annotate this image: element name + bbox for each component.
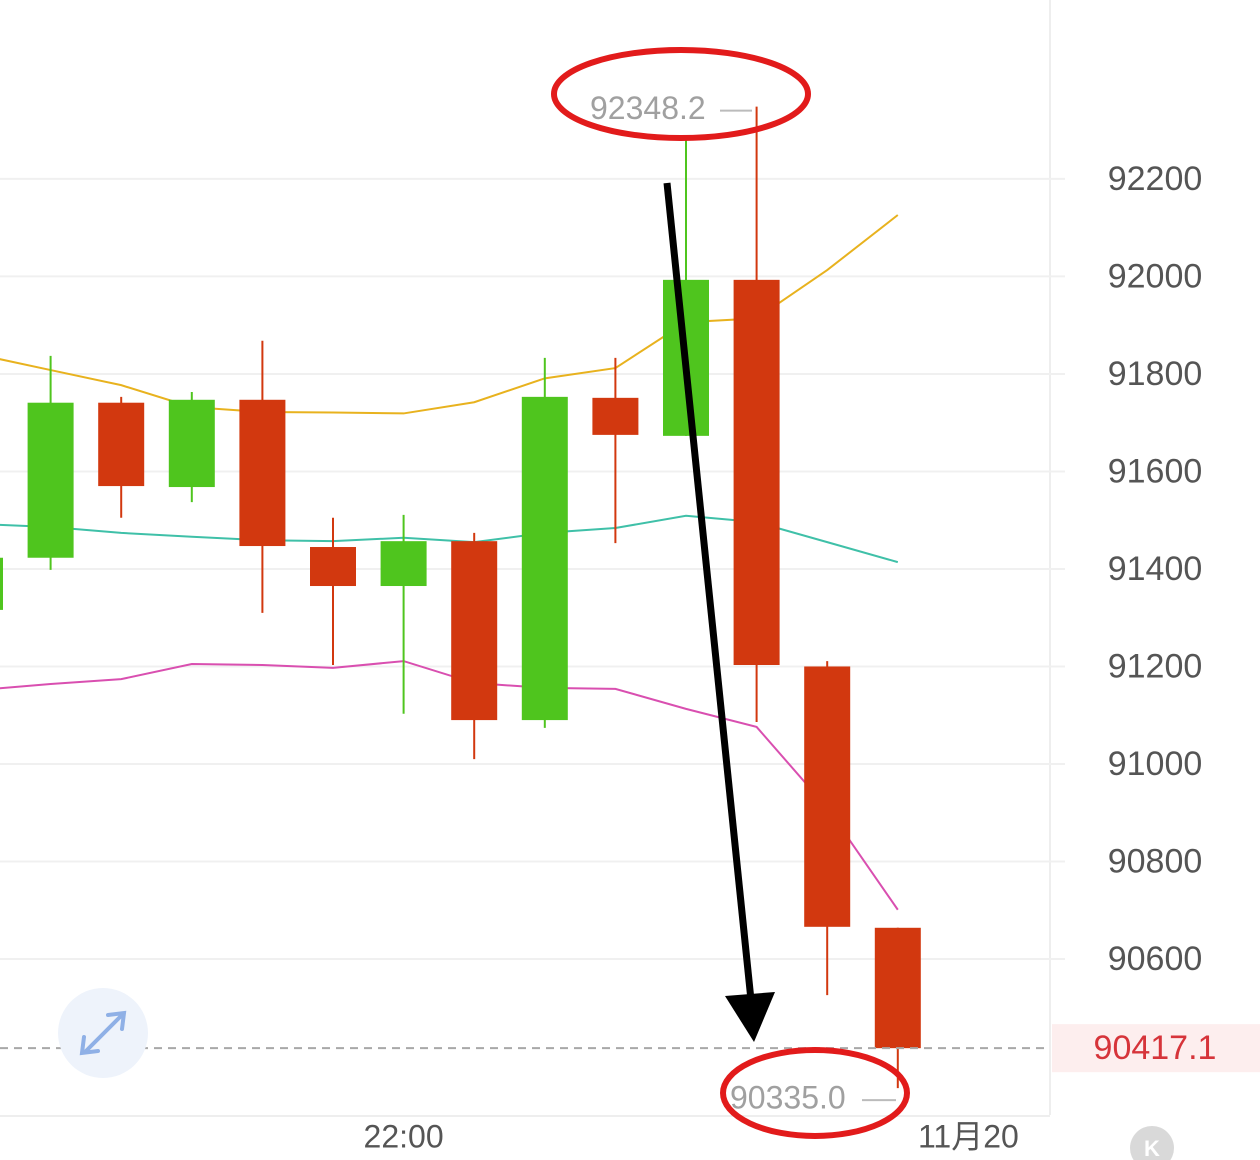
candle-body bbox=[592, 397, 639, 435]
candle-body bbox=[27, 402, 74, 558]
candle-body bbox=[0, 557, 3, 610]
axis-panel bbox=[1050, 0, 1260, 1160]
y-tick-label: 91800 bbox=[1108, 355, 1203, 393]
y-tick-label: 90800 bbox=[1108, 842, 1203, 880]
x-tick-label: 22:00 bbox=[364, 1118, 444, 1154]
y-tick-label: 92200 bbox=[1108, 160, 1203, 198]
candle-body bbox=[874, 927, 921, 1049]
arrow-shaft bbox=[663, 182, 755, 1001]
kline-button[interactable]: K bbox=[1130, 1126, 1174, 1160]
highlight-ellipse bbox=[551, 47, 811, 141]
extreme-label: 92348.2 bbox=[590, 90, 706, 126]
y-tick-label: 91400 bbox=[1108, 550, 1203, 588]
y-tick-label: 91000 bbox=[1108, 745, 1203, 783]
y-tick-label: 90600 bbox=[1108, 940, 1203, 978]
ma-line bbox=[0, 660, 899, 911]
candle-body bbox=[310, 547, 356, 587]
candle-body bbox=[804, 666, 851, 927]
candle-body bbox=[451, 541, 498, 721]
kline-button-label[interactable]: K bbox=[1144, 1136, 1160, 1160]
candle-body bbox=[168, 399, 215, 488]
kline-button-bg[interactable] bbox=[1130, 1126, 1174, 1160]
labels: 90600 90800 91000 91200 91400 91600 91800 92000… bbox=[364, 90, 1260, 1154]
candle-body bbox=[98, 402, 145, 487]
candle-body bbox=[239, 399, 286, 547]
highlight-ellipse bbox=[720, 1047, 910, 1139]
last-price-label: 90417.1 bbox=[1094, 1029, 1217, 1067]
plot-area bbox=[0, 106, 1050, 1089]
y-tick-label: 92000 bbox=[1108, 257, 1203, 295]
candle-body bbox=[380, 541, 427, 587]
candle-body bbox=[521, 396, 568, 721]
expand-button[interactable] bbox=[58, 988, 148, 1078]
y-tick-label: 91600 bbox=[1108, 452, 1203, 490]
expand-icon[interactable] bbox=[79, 1010, 127, 1056]
extreme-label: 90335.0 bbox=[730, 1080, 846, 1116]
candle-body bbox=[733, 279, 780, 666]
y-tick-label: 91200 bbox=[1108, 647, 1203, 685]
arrow-head bbox=[725, 992, 775, 1042]
last-price-bg bbox=[1052, 1024, 1260, 1073]
x-tick-label: 11月20 bbox=[918, 1118, 1019, 1154]
